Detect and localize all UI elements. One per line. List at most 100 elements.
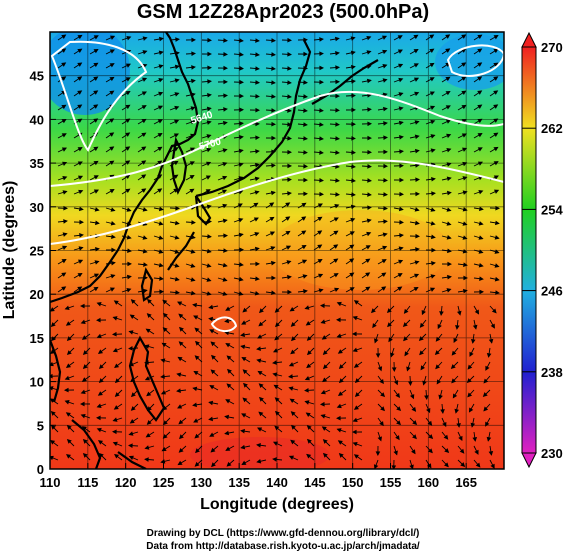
wind-vector-head <box>447 248 452 254</box>
wind-vector-head <box>223 107 228 112</box>
wind-vector-head <box>393 450 398 456</box>
wind-vector-head <box>333 244 339 249</box>
wind-vector-head <box>468 407 474 413</box>
wind-vector-head <box>174 235 180 240</box>
wind-vector-head <box>477 90 483 95</box>
wind-vector-head <box>454 408 459 414</box>
wind-vector-head <box>130 392 136 398</box>
wind-vector-head <box>303 177 308 183</box>
wind-vector-head <box>430 234 436 240</box>
wind-vector-head <box>380 392 386 398</box>
wind-vector-head <box>206 134 212 139</box>
wind-vector-head <box>398 92 404 97</box>
wind-vector-head <box>427 463 432 469</box>
wind-vector-head <box>50 424 56 430</box>
wind-vector-head <box>96 427 102 433</box>
wind-vector-head <box>446 190 452 196</box>
wind-vector-head <box>189 188 195 194</box>
wind-vector-head <box>494 235 500 240</box>
wind-vector-head <box>371 308 376 314</box>
wind-vector-head <box>255 93 260 99</box>
wind-vector-head <box>207 37 212 43</box>
wind-vector-head <box>142 77 148 82</box>
wind-vector-head <box>240 444 246 450</box>
wind-vector-head <box>399 134 404 140</box>
wind-vector-head <box>78 206 84 212</box>
wind-vector-head <box>390 352 395 358</box>
wind-vector-head <box>176 372 182 378</box>
coast-kuril <box>311 59 379 105</box>
wind-vector-head <box>388 337 393 343</box>
wind-vector-head <box>446 207 452 212</box>
wind-vector-head <box>494 263 500 268</box>
wind-vector-head <box>141 188 147 193</box>
wind-vector-head <box>478 249 484 254</box>
wind-vector-head <box>62 190 68 195</box>
wind-vector-head <box>259 396 264 402</box>
wind-vector-head <box>382 49 388 55</box>
wind-vector-head <box>320 389 326 395</box>
wind-vector-head <box>493 175 499 180</box>
wind-vector-head <box>255 149 260 154</box>
coast-philippines <box>128 335 166 422</box>
wind-vector-head <box>301 230 307 235</box>
wind-vector-head <box>206 120 212 125</box>
wind-vector-head <box>190 263 196 268</box>
wind-vector-head <box>62 161 68 167</box>
wind-vector-head <box>373 464 379 469</box>
wind-vector-head <box>446 221 452 226</box>
wind-vector-head <box>238 291 244 296</box>
wind-vector-head <box>335 93 340 99</box>
wind-vector-head <box>482 392 488 397</box>
wind-vector-head <box>272 372 278 377</box>
wind-vector-head <box>259 308 264 314</box>
wind-vector-head <box>431 247 436 253</box>
wind-vector-head <box>194 433 200 439</box>
lat-tick-label: 15 <box>30 331 44 346</box>
wind-vector-head <box>333 273 339 278</box>
wind-vector-head <box>96 333 102 339</box>
wind-vector-head <box>349 258 355 263</box>
wind-vector-head <box>227 368 232 374</box>
wind-vector-head <box>367 192 372 197</box>
wind-vector-head <box>351 93 356 99</box>
wind-vector-head <box>222 162 228 167</box>
wind-vector-head <box>495 205 500 211</box>
wind-vector-head <box>403 308 409 314</box>
wind-vector-head <box>455 325 460 330</box>
wind-vector-head <box>127 261 132 267</box>
wind-vector-head <box>61 272 67 277</box>
wind-vector-head <box>462 161 468 167</box>
wind-vector-head <box>257 427 263 432</box>
wind-vector-head <box>399 233 404 238</box>
wind-vector-head <box>158 262 164 268</box>
wind-vector-head <box>254 176 260 182</box>
wind-vector-head <box>61 34 67 39</box>
lat-tick-label: 40 <box>30 112 44 127</box>
wind-vector-head <box>338 378 344 384</box>
wind-vector-head <box>223 38 228 43</box>
wind-vector-head <box>255 276 260 281</box>
wind-vector-head <box>50 411 56 416</box>
wind-vector-head <box>287 274 292 280</box>
wind-vector-head <box>420 365 426 371</box>
wind-vector-head <box>403 336 408 342</box>
wind-vector-head <box>77 76 83 81</box>
wind-vector-head <box>494 249 500 254</box>
wind-vector-head <box>290 349 296 355</box>
wind-vector-head <box>439 311 444 316</box>
wind-vector-head <box>77 175 84 180</box>
wind-vector-head <box>470 422 476 428</box>
wind-vector-head <box>334 203 340 209</box>
wind-vector-head <box>466 378 472 383</box>
wind-vector-head <box>173 174 179 180</box>
wind-vector-head <box>93 76 99 81</box>
wind-vector-head <box>160 374 165 379</box>
wind-vector-head <box>304 388 309 393</box>
wind-vector-head <box>474 449 479 455</box>
wind-vector-head <box>211 462 216 468</box>
wind-vector-head <box>126 288 132 293</box>
wind-vector-head <box>462 190 468 195</box>
wind-vector-head <box>366 231 372 237</box>
wind-vector-head <box>93 104 99 109</box>
